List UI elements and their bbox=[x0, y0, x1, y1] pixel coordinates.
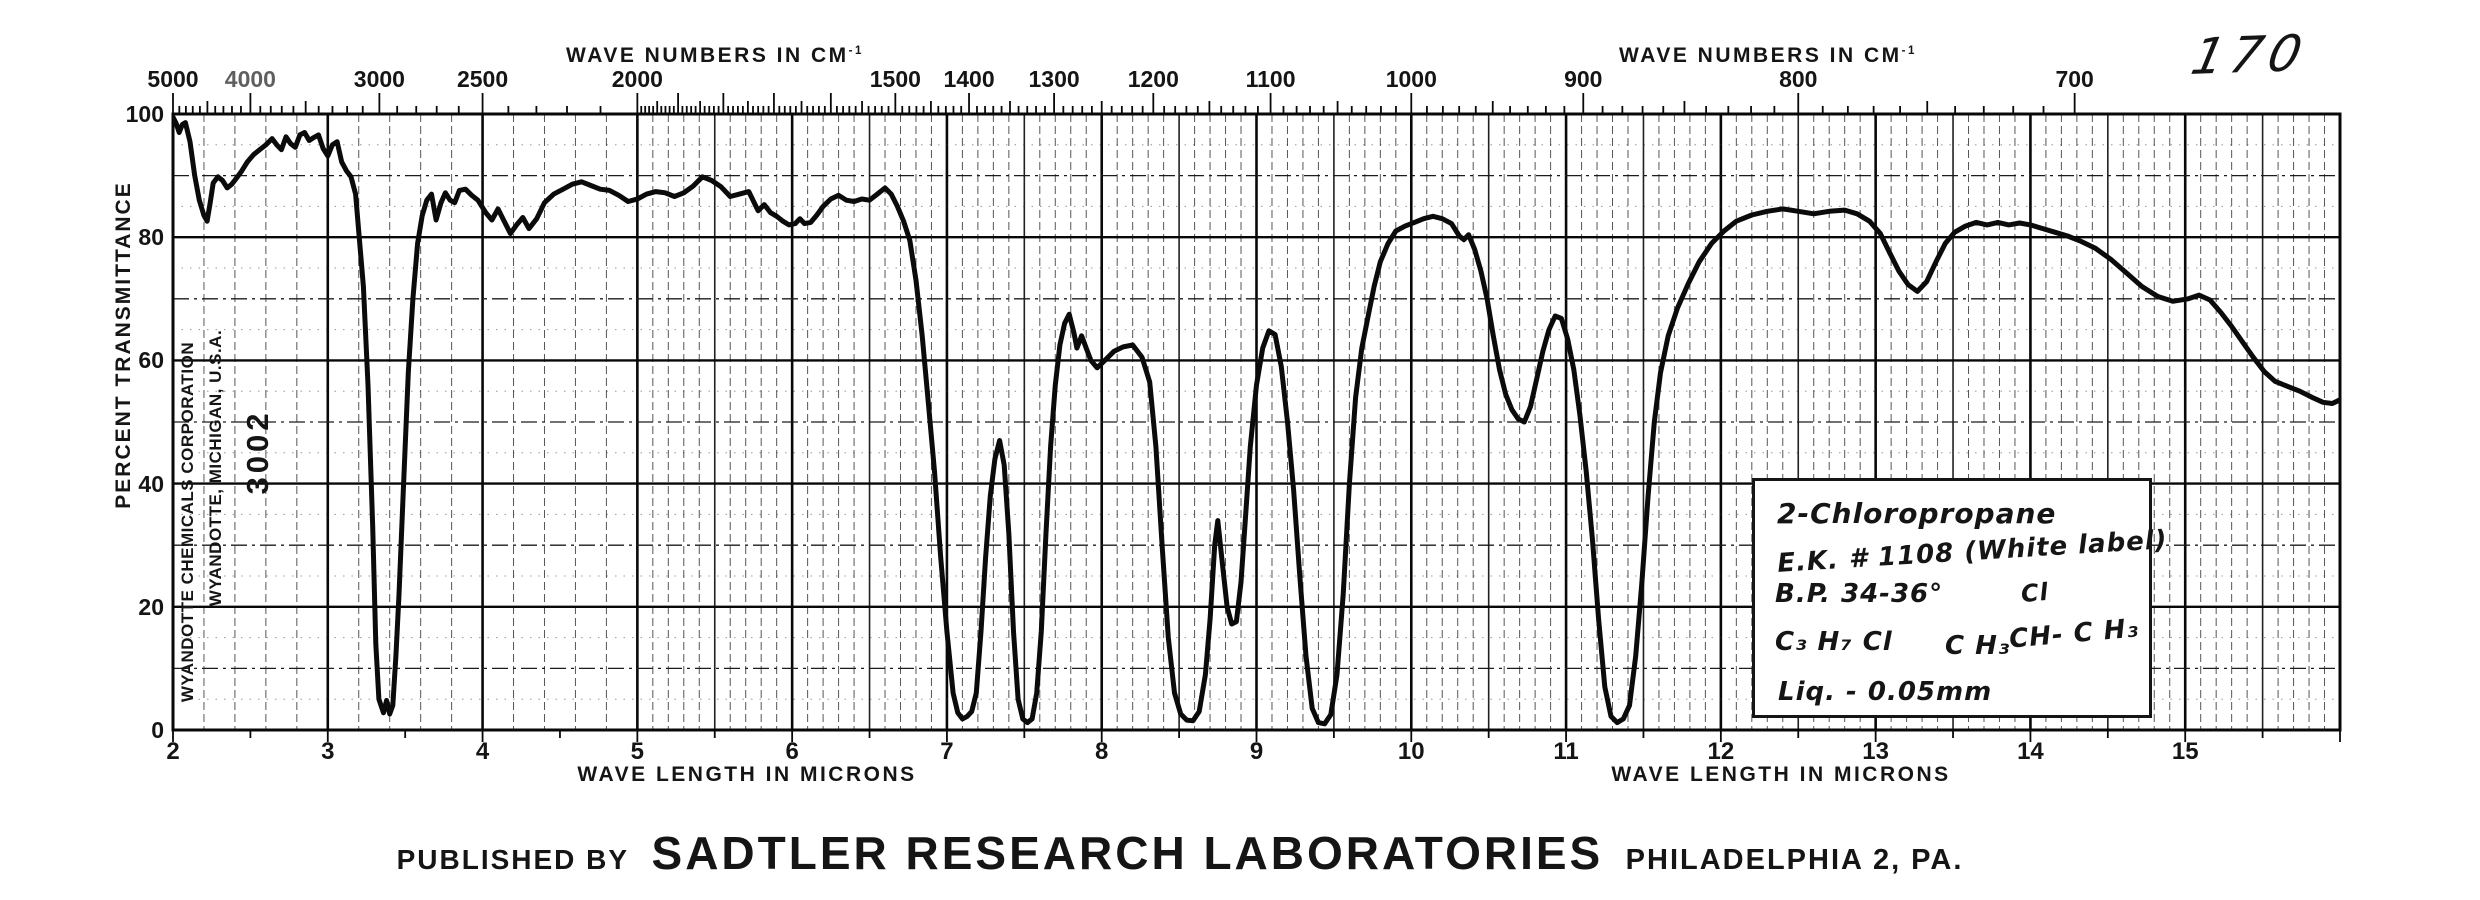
company-stamp-line2: WYANDOTTE, MICHIGAN, U.S.A. bbox=[206, 329, 225, 607]
micron-label-11: 11 bbox=[1553, 738, 1579, 765]
micron-label-2: 2 bbox=[166, 738, 180, 765]
transmittance-label-80: 80 bbox=[138, 224, 164, 251]
micron-label-12: 12 bbox=[1707, 738, 1735, 765]
wavenumber-label-2000: 2000 bbox=[611, 66, 663, 92]
wavenumber-label-1400: 1400 bbox=[943, 66, 995, 92]
wavenumber-label-2500: 2500 bbox=[456, 66, 509, 92]
transmittance-label-20: 20 bbox=[138, 593, 164, 620]
wavelength-axis-title-right: WAVE LENGTH IN MICRONS bbox=[1611, 763, 1951, 786]
sample-annotation-box: 2-Chloropropane E.K. # 1108 (White label… bbox=[1752, 478, 2168, 718]
transmittance-curve bbox=[173, 114, 2340, 727]
wavenumber-axis-title-sup: -1 bbox=[848, 45, 864, 57]
formula-ch3: C H₃ bbox=[1945, 631, 2011, 661]
micron-label-7: 7 bbox=[940, 738, 954, 765]
wavenumber-axis-title-right: WAVE NUMBERS IN CM-1 bbox=[1619, 44, 1917, 68]
formula-backbone: CH- C H₃ bbox=[2007, 613, 2141, 655]
wavenumber-label-3000: 3000 bbox=[353, 66, 405, 92]
publisher-prefix: PUBLISHED BY bbox=[396, 844, 630, 875]
sample-source: E.K. # 1108 (White label) bbox=[1776, 525, 2169, 579]
micron-label-13: 13 bbox=[1862, 738, 1889, 765]
wavenumber-axis-title-sup: -1 bbox=[1901, 45, 1917, 57]
micron-label-8: 8 bbox=[1095, 738, 1109, 765]
micron-label-6: 6 bbox=[785, 738, 799, 765]
wavenumber-axis-title-text: WAVE NUMBERS IN CM bbox=[566, 44, 849, 67]
micron-axis-ticks bbox=[172, 730, 2341, 742]
wavenumber-label-800: 800 bbox=[1779, 66, 1818, 92]
wavenumber-label-700: 700 bbox=[2055, 66, 2094, 92]
micron-label-10: 10 bbox=[1397, 738, 1425, 765]
wavelength-axis-title-left: WAVE LENGTH IN MICRONS bbox=[577, 763, 917, 786]
boiling-point: B.P. 34-36° bbox=[1775, 579, 1944, 609]
micron-label-14: 14 bbox=[2017, 738, 2044, 765]
wavenumber-label-1000: 1000 bbox=[1385, 66, 1437, 92]
wavenumber-axis-title-text: WAVE NUMBERS IN CM bbox=[1619, 44, 1902, 67]
y-axis-title: PERCENT TRANSMITTANCE bbox=[112, 181, 135, 509]
transmittance-label-40: 40 bbox=[138, 470, 164, 497]
wavenumber-label-1300: 1300 bbox=[1028, 66, 1080, 92]
wavenumber-axis-ticks bbox=[172, 93, 2076, 114]
wavenumber-label-4000: 4000 bbox=[224, 66, 276, 92]
transmittance-label-100: 100 bbox=[125, 101, 164, 127]
wavenumber-label-900: 900 bbox=[1564, 66, 1603, 92]
publisher-name: SADTLER RESEARCH LABORATORIES bbox=[651, 827, 1604, 879]
transmittance-label-0: 0 bbox=[151, 717, 164, 743]
sample-thickness: Liq. - 0.05mm bbox=[1778, 677, 1993, 707]
formula-cl-substituent: Cl bbox=[2019, 577, 2051, 609]
stamp-number: 3002 bbox=[240, 409, 275, 495]
transmittance-label-60: 60 bbox=[138, 347, 164, 374]
wavenumber-label-5000: 5000 bbox=[147, 66, 199, 92]
wavenumber-label-1500: 1500 bbox=[869, 66, 921, 92]
micron-label-5: 5 bbox=[630, 738, 645, 765]
micron-label-4: 4 bbox=[475, 738, 490, 765]
wavenumber-label-1100: 1100 bbox=[1245, 66, 1296, 92]
page-number: 170 bbox=[2186, 24, 2314, 86]
wavenumber-axis-title-left: WAVE NUMBERS IN CM-1 bbox=[566, 44, 864, 68]
publisher-location: PHILADELPHIA 2, PA. bbox=[1625, 844, 1964, 876]
micron-label-15: 15 bbox=[2171, 738, 2199, 765]
formula-empirical: C₃ H₇ Cl bbox=[1775, 627, 1893, 657]
micron-label-3: 3 bbox=[321, 738, 335, 765]
wavenumber-label-1200: 1200 bbox=[1127, 66, 1179, 92]
sample-name: 2-Chloropropane bbox=[1777, 497, 2057, 530]
company-stamp-line1: WYANDOTTE CHEMICALS CORPORATION bbox=[178, 341, 197, 703]
micron-label-9: 9 bbox=[1249, 738, 1264, 765]
publisher-line: PUBLISHED BY SADTLER RESEARCH LABORATORI… bbox=[0, 826, 2360, 880]
